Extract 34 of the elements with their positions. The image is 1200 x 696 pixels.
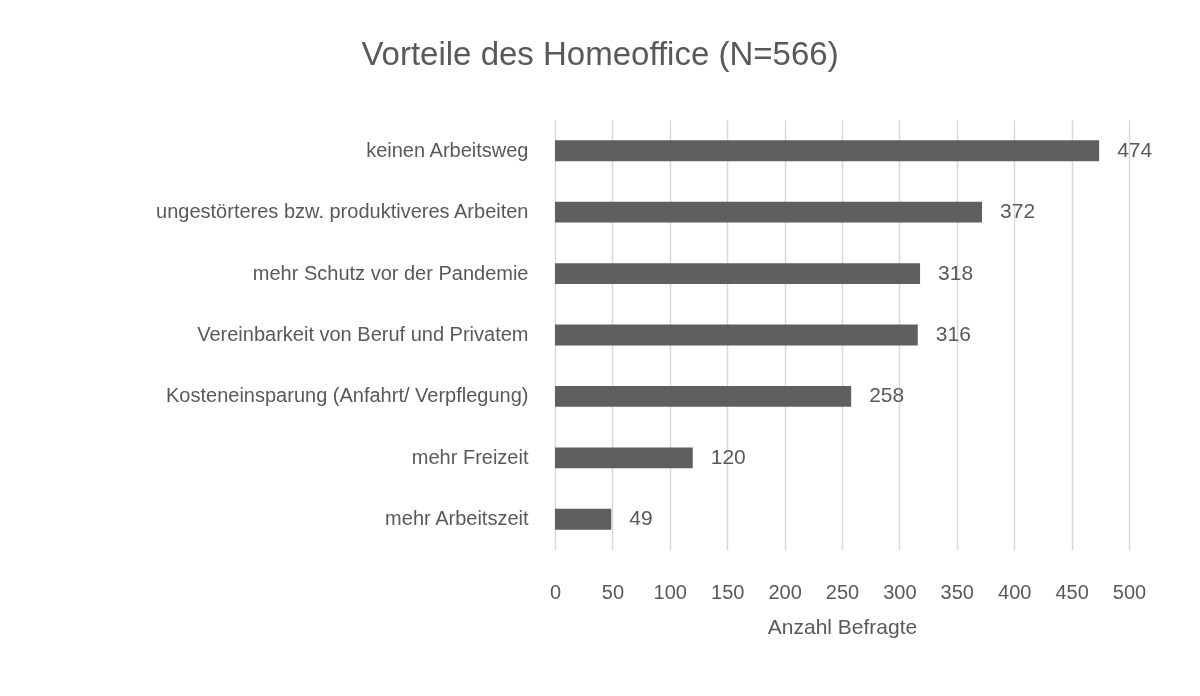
x-tick-label: 450 — [1055, 580, 1089, 603]
y-tick-label: Vereinbarkeit von Beruf und Privatem — [197, 323, 529, 345]
x-tick-label: 250 — [825, 580, 860, 603]
x-tick-label: 400 — [998, 580, 1032, 603]
bar — [555, 508, 612, 530]
bar — [555, 447, 693, 469]
bar — [555, 201, 983, 223]
bar — [555, 263, 921, 285]
chart-title: Vorteile des Homeoffice (N=566) — [361, 35, 839, 72]
bar — [555, 140, 1100, 162]
x-tick-label: 150 — [711, 580, 745, 603]
y-tick-label: Kosteneinsparung (Anfahrt/ Verpflegung) — [166, 384, 529, 407]
bar — [555, 385, 852, 407]
data-label: 316 — [935, 322, 971, 345]
data-label: 372 — [1000, 199, 1036, 223]
x-axis-title: Anzahl Befragte — [767, 614, 918, 638]
x-tick-label: 350 — [940, 580, 974, 603]
bar — [555, 324, 918, 346]
y-tick-label: ungestörteres bzw. produktiveres Arbeiten — [156, 200, 529, 223]
x-tick-label: 200 — [768, 580, 802, 603]
x-tick-label: 500 — [1112, 580, 1147, 603]
data-label: 49 — [629, 506, 653, 530]
y-tick-label: mehr Schutz vor der Pandemie — [252, 261, 529, 284]
y-tick-label: mehr Arbeitszeit — [385, 507, 529, 530]
x-tick-label: 0 — [549, 580, 562, 603]
y-tick-label: mehr Freizeit — [411, 445, 529, 468]
data-label: 258 — [869, 383, 905, 407]
x-tick-label: 100 — [653, 580, 687, 603]
data-label: 120 — [710, 444, 746, 468]
data-label: 474 — [1117, 137, 1153, 161]
x-tick-label: 50 — [601, 580, 625, 603]
y-tick-label: keinen Arbeitsweg — [366, 138, 529, 161]
x-tick-label: 300 — [883, 580, 917, 603]
data-label: 318 — [938, 260, 974, 284]
